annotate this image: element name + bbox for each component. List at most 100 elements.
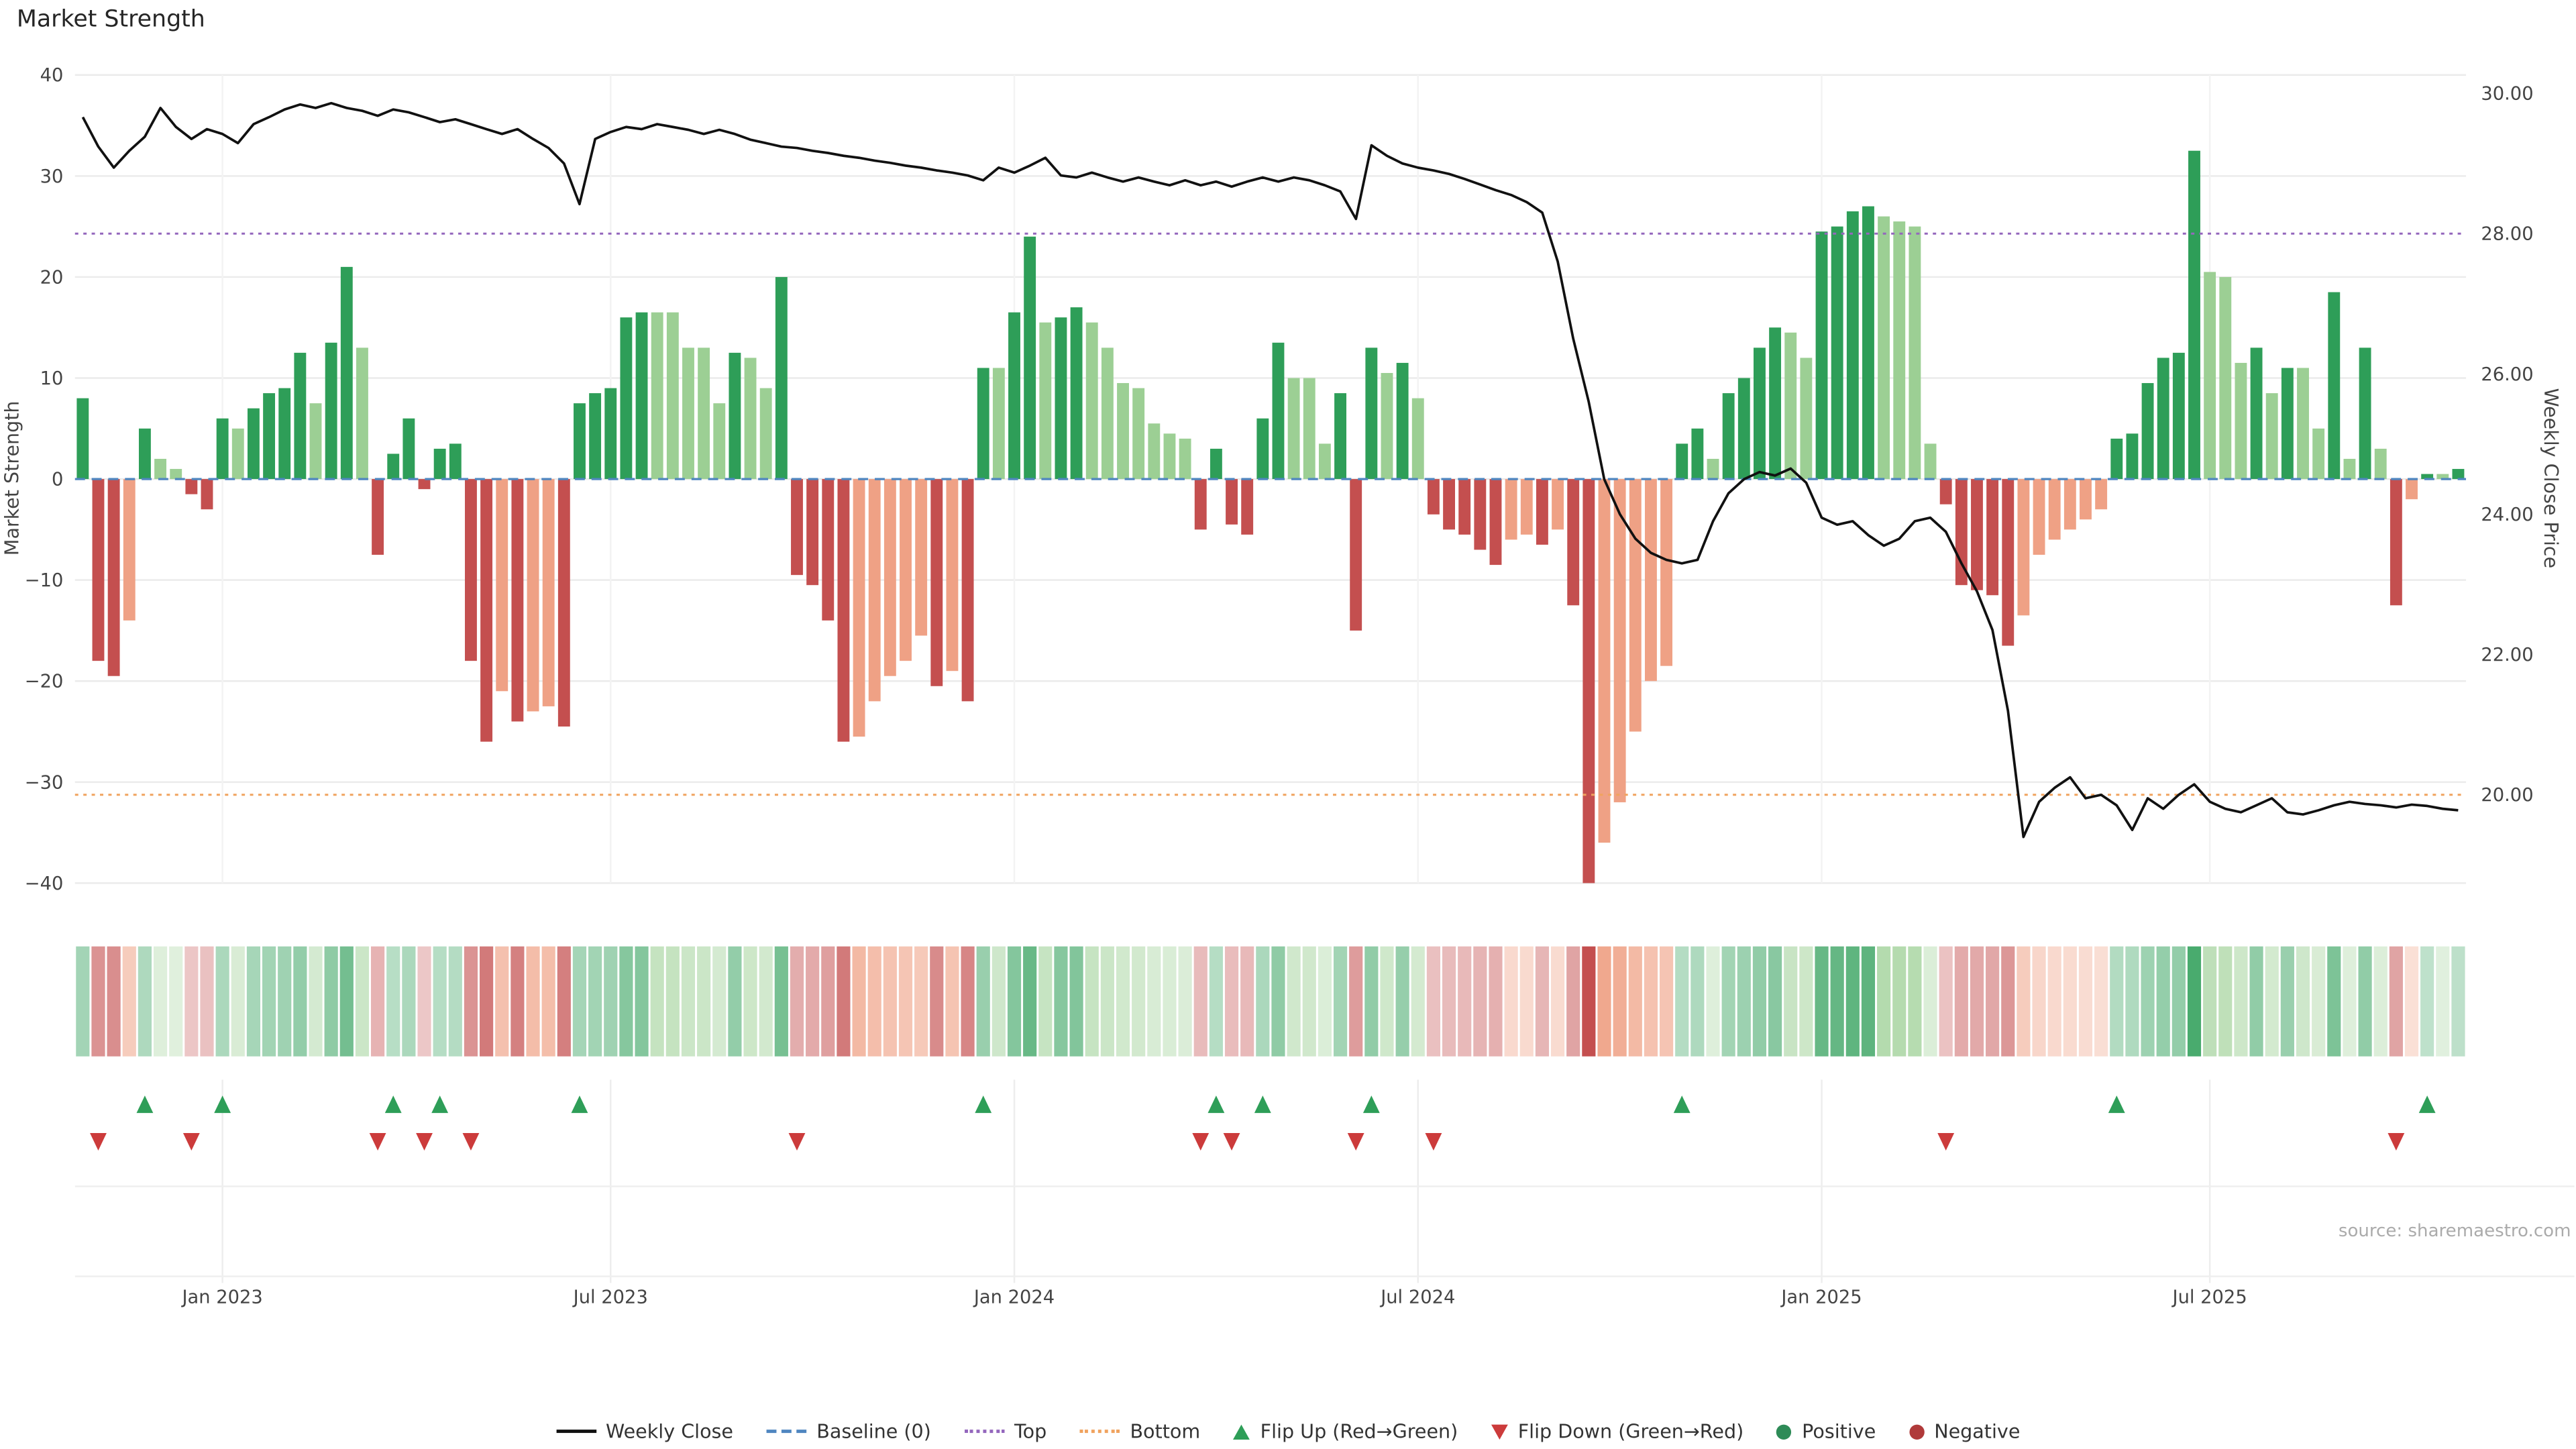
heatmap-cell <box>2001 946 2015 1057</box>
positive-strength-bar <box>263 393 276 480</box>
chart-title: Market Strength <box>16 6 205 34</box>
positive-strength-bar <box>1784 332 1797 480</box>
heatmap-cell <box>1566 946 1580 1057</box>
heatmap-cell <box>1939 946 1953 1057</box>
heatmap-cell <box>2125 946 2139 1057</box>
negative-strength-bar <box>542 479 555 706</box>
negative-strength-bar <box>1489 479 1502 566</box>
positive-strength-bar <box>216 418 229 480</box>
negative-strength-bar <box>1350 479 1362 631</box>
heatmap-cell <box>2389 946 2403 1057</box>
heatmap-cell <box>1597 946 1611 1057</box>
heatmap-cell <box>1349 946 1363 1057</box>
negative-strength-bar <box>2063 479 2076 530</box>
positive-strength-bar <box>2141 383 2154 480</box>
negative-strength-bar <box>1567 479 1580 606</box>
positive-strength-bar <box>433 448 446 480</box>
negative-strength-bar <box>822 479 835 621</box>
negative-strength-bar <box>2406 479 2418 500</box>
heatmap-cell <box>1023 946 1037 1057</box>
heatmap-cell <box>138 946 152 1057</box>
positive-strength-bar <box>2126 433 2139 480</box>
flip-up-marker <box>384 1095 402 1114</box>
positive-strength-bar <box>340 266 353 480</box>
left-axis-tick-label: −30 <box>25 772 64 793</box>
negative-strength-bar <box>557 479 570 727</box>
heatmap-cell <box>1395 946 1409 1057</box>
heatmap-cell <box>945 946 959 1057</box>
heatmap-cell <box>1877 946 1891 1057</box>
positive-strength-bar <box>1924 443 1937 480</box>
flip-up-marker <box>1208 1095 1225 1114</box>
heatmap-cell <box>930 946 944 1057</box>
positive-strength-bar <box>294 352 307 480</box>
flip-down-marker <box>90 1132 107 1151</box>
heatmap-cell <box>1458 946 1472 1057</box>
flip-down-marker <box>1347 1132 1364 1151</box>
negative-strength-bar <box>1613 479 1626 802</box>
positive-strength-bar <box>387 453 400 480</box>
threshold-lines <box>74 232 2467 796</box>
legend-negative: Negative <box>1909 1419 2020 1443</box>
negative-strength-bar <box>185 479 198 494</box>
heatmap-cell <box>2063 946 2077 1057</box>
heatmap-cell <box>1333 946 1348 1057</box>
negative-strength-bar <box>496 479 508 692</box>
heatmap-cell <box>2249 946 2263 1057</box>
left-axis-tick-label: 0 <box>52 470 63 490</box>
legend-bottom-label: Bottom <box>1130 1419 1201 1443</box>
positive-strength-bar <box>589 393 602 480</box>
heatmap-cell <box>867 946 881 1057</box>
positive-strength-bar <box>1055 317 1067 480</box>
heatmap-cell <box>991 946 1006 1057</box>
heatmap-cell <box>604 946 618 1057</box>
heatmap-cell <box>1163 946 1177 1057</box>
heatmap-cell <box>557 946 571 1057</box>
positive-strength-bar <box>1039 322 1052 480</box>
x-axis-tick-label: Jan 2023 <box>180 1287 262 1307</box>
negative-strength-bar <box>201 479 213 510</box>
axis-tick-labels: 40 30 20 10 0 −10 −20 −30 −40 30.00 28.00 26.00 24.0… <box>25 65 2534 1307</box>
heatmap-cell <box>2141 946 2155 1057</box>
positive-strength-bar <box>729 352 741 480</box>
heatmap-cell <box>511 946 525 1057</box>
positive-strength-bar <box>1179 438 1191 480</box>
positive-strength-bar <box>1815 231 1828 480</box>
heatmap-cell <box>184 946 199 1057</box>
heatmap-cell <box>852 946 866 1057</box>
left-axis-tick-label: 30 <box>40 166 64 187</box>
heatmap-cell <box>2373 946 2387 1057</box>
heatmap-cell <box>1318 946 1332 1057</box>
positive-strength-bar <box>2297 368 2309 480</box>
positive-strength-bar <box>1831 226 1843 480</box>
heatmap-cell <box>200 946 214 1057</box>
positive-strength-bar <box>1163 433 1176 480</box>
negative-strength-bar <box>1986 479 1999 596</box>
heatmap-cell <box>2296 946 2310 1057</box>
negative-strength-bar <box>1971 479 1983 590</box>
positive-strength-bar <box>2281 368 2294 480</box>
right-axis-tick-label: 26.00 <box>2481 364 2533 385</box>
left-axis-tick-label: 20 <box>40 267 64 288</box>
heatmap-cell <box>774 946 788 1057</box>
negative-strength-bar <box>1644 479 1657 682</box>
legend-positive-swatch-icon <box>1776 1424 1792 1439</box>
legend-positive-label: Positive <box>1802 1419 1876 1443</box>
positive-strength-bar <box>1909 226 1921 480</box>
positive-strength-bar <box>713 403 726 480</box>
positive-strength-bar <box>2157 358 2169 480</box>
heatmap-cell <box>278 946 292 1057</box>
positive-strength-bar <box>1101 347 1114 480</box>
legend-negative-swatch-icon <box>1909 1424 1925 1439</box>
heatmap-cell <box>1069 946 1083 1057</box>
heatmap-cell <box>619 946 633 1057</box>
heatmap-cell <box>1892 946 1907 1057</box>
positive-strength-bar <box>1272 342 1285 480</box>
positive-strength-bar <box>247 408 260 480</box>
heatmap-cell <box>1954 946 1968 1057</box>
legend-flip-up: Flip Up (Red→Green) <box>1233 1419 1458 1443</box>
negative-strength-bar <box>853 479 865 737</box>
legend-negative-label: Negative <box>1934 1419 2021 1443</box>
positive-strength-bar <box>651 312 663 480</box>
legend-baseline-swatch-icon <box>766 1430 807 1434</box>
